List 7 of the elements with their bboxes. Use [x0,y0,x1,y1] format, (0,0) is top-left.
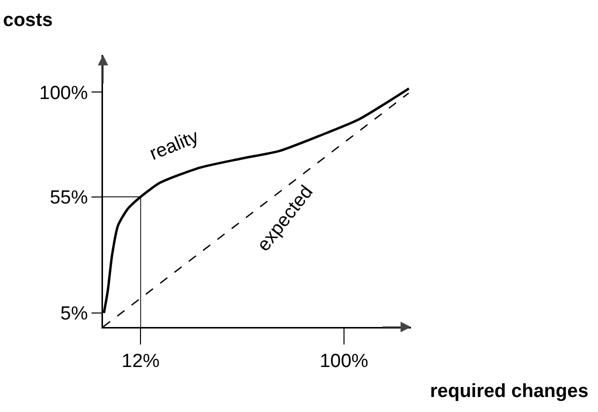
y-tick-label: 5% [60,304,88,325]
y-axis-title: costs [3,10,53,31]
text: reality [146,126,202,165]
y-tick-label: 55% [50,187,88,208]
x-tick-label: 12% [122,351,160,372]
y-tick-label: 100% [39,82,88,104]
x-axis-title: required changes [430,381,588,402]
